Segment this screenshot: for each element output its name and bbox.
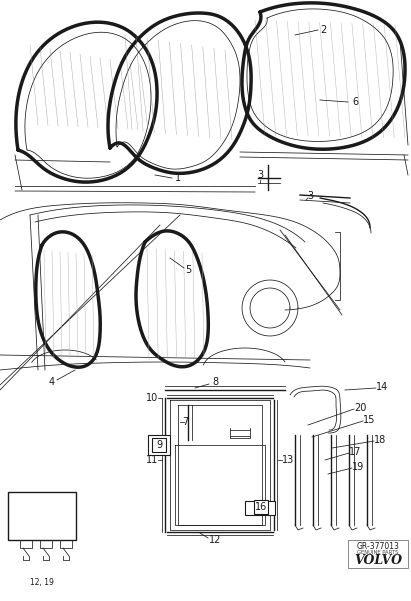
Text: 7: 7: [182, 417, 188, 427]
Text: 3: 3: [257, 170, 263, 180]
Bar: [348, 540, 408, 568]
Text: 13: 13: [282, 455, 294, 465]
Text: 6: 6: [352, 97, 358, 107]
Text: 16: 16: [255, 502, 267, 512]
Text: 18: 18: [374, 435, 386, 445]
Bar: [148, 435, 170, 455]
Text: 12, 19: 12, 19: [30, 579, 54, 588]
Text: 3: 3: [307, 191, 313, 201]
Text: 2: 2: [320, 25, 326, 35]
Text: 12: 12: [209, 535, 221, 545]
Text: 8: 8: [212, 377, 218, 387]
Bar: [152, 438, 166, 452]
Bar: [8, 492, 76, 540]
Text: 11: 11: [146, 455, 158, 465]
Text: GENUINE PARTS: GENUINE PARTS: [357, 550, 399, 555]
Text: VOLVO: VOLVO: [354, 554, 402, 567]
Text: 9: 9: [156, 440, 162, 450]
Text: 19: 19: [352, 462, 364, 472]
Text: 5: 5: [185, 265, 191, 275]
Text: 17: 17: [349, 447, 361, 457]
Text: 10: 10: [146, 393, 158, 403]
Bar: [254, 500, 268, 514]
Text: 15: 15: [363, 415, 375, 425]
Text: 4: 4: [49, 377, 55, 387]
Bar: [245, 501, 275, 515]
Text: 1: 1: [175, 173, 181, 183]
Text: 14: 14: [376, 382, 388, 392]
Text: GR-377013: GR-377013: [357, 542, 399, 551]
Text: 20: 20: [354, 403, 366, 413]
